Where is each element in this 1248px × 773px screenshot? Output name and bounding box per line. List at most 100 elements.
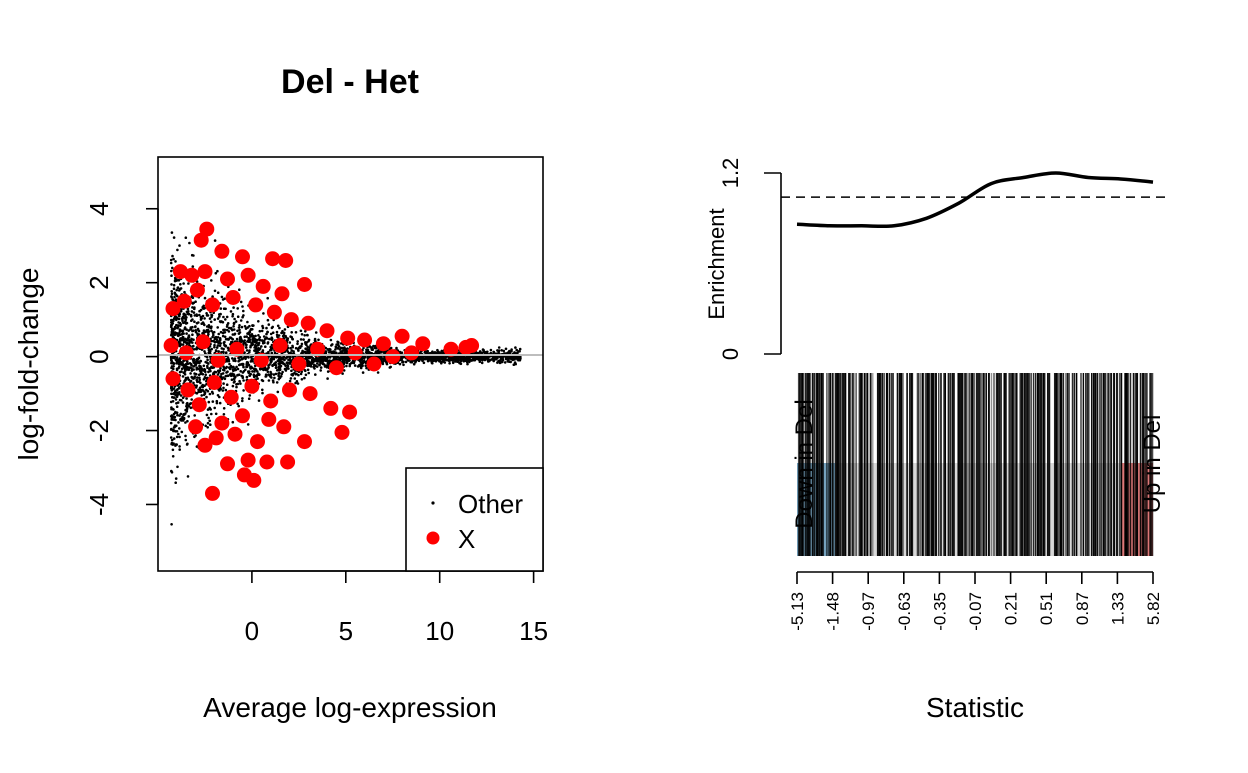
other-point xyxy=(208,392,212,396)
other-point xyxy=(260,339,264,342)
other-point xyxy=(277,377,281,381)
x-point xyxy=(193,232,209,248)
other-point xyxy=(332,356,336,359)
other-point xyxy=(186,360,189,364)
other-point xyxy=(506,356,510,360)
other-point xyxy=(170,356,174,360)
other-point xyxy=(201,314,205,318)
other-point xyxy=(243,335,246,339)
other-point xyxy=(459,359,463,363)
other-point xyxy=(262,312,265,315)
x-point xyxy=(259,454,275,470)
other-point xyxy=(515,348,518,352)
other-point xyxy=(193,435,196,439)
other-point xyxy=(202,393,206,397)
other-point xyxy=(214,349,218,353)
other-point xyxy=(191,325,194,329)
x-point xyxy=(297,277,312,292)
other-point xyxy=(248,330,252,333)
other-point xyxy=(451,361,455,365)
other-point xyxy=(176,334,180,337)
other-point xyxy=(179,342,182,345)
other-point xyxy=(293,377,297,380)
ma-y-tick-label: -4 xyxy=(84,493,114,516)
other-point xyxy=(195,321,199,325)
other-point xyxy=(262,335,266,338)
other-point xyxy=(213,336,217,339)
other-point xyxy=(324,346,328,350)
other-point xyxy=(283,328,287,331)
other-point xyxy=(288,352,292,355)
other-point xyxy=(214,412,218,416)
ma-y-tick-label: 2 xyxy=(84,275,114,289)
other-point xyxy=(235,385,238,389)
other-point xyxy=(319,366,323,369)
x-point xyxy=(205,485,220,501)
other-point xyxy=(206,421,210,425)
other-point xyxy=(473,358,477,362)
other-point xyxy=(319,369,323,372)
other-point xyxy=(306,333,309,337)
other-point xyxy=(218,313,221,316)
other-point xyxy=(178,445,181,448)
other-point xyxy=(282,331,286,335)
other-point xyxy=(172,257,175,261)
other-point xyxy=(247,397,251,401)
other-point xyxy=(307,340,310,343)
other-point xyxy=(206,364,209,368)
other-point xyxy=(415,358,419,361)
other-point xyxy=(340,351,343,354)
other-point xyxy=(233,357,237,361)
other-point xyxy=(177,279,180,282)
other-point xyxy=(199,359,203,363)
other-point xyxy=(171,266,174,270)
other-point xyxy=(172,283,176,287)
other-point xyxy=(334,348,337,351)
other-point xyxy=(223,343,226,347)
other-point xyxy=(184,434,187,438)
other-point xyxy=(219,375,222,378)
x-point xyxy=(323,400,339,416)
other-point xyxy=(181,343,185,346)
other-point xyxy=(330,344,333,347)
other-point xyxy=(213,406,216,410)
other-point xyxy=(176,413,179,417)
other-point xyxy=(323,365,327,368)
other-point xyxy=(235,337,239,341)
other-point xyxy=(442,360,445,363)
other-point xyxy=(458,361,462,365)
x-point xyxy=(310,341,326,357)
other-point xyxy=(401,360,404,364)
other-point xyxy=(336,342,340,346)
other-point xyxy=(193,361,196,365)
other-point xyxy=(376,349,380,353)
other-point xyxy=(334,345,338,349)
other-point xyxy=(326,361,330,365)
other-point xyxy=(307,364,311,368)
other-point xyxy=(242,389,245,392)
other-point xyxy=(271,379,275,382)
x-point xyxy=(214,243,230,259)
other-point xyxy=(178,244,181,247)
other-point xyxy=(189,372,192,375)
x-point xyxy=(240,267,256,283)
other-point xyxy=(322,355,325,359)
other-point xyxy=(228,336,232,339)
other-point xyxy=(204,370,207,374)
statistic-tick-label: 0.87 xyxy=(1073,592,1092,625)
other-point xyxy=(273,376,276,380)
other-point xyxy=(250,342,254,346)
other-point xyxy=(188,402,192,406)
other-point xyxy=(181,331,184,335)
other-point xyxy=(174,477,178,480)
other-point xyxy=(307,371,311,375)
other-point xyxy=(179,394,183,397)
other-point xyxy=(242,309,245,313)
statistic-tick-label: 5.82 xyxy=(1144,592,1163,625)
other-point xyxy=(171,455,175,458)
other-point xyxy=(343,361,346,365)
other-point xyxy=(270,351,274,355)
x-point xyxy=(342,404,358,420)
x-point xyxy=(300,315,316,331)
other-point xyxy=(211,366,214,370)
